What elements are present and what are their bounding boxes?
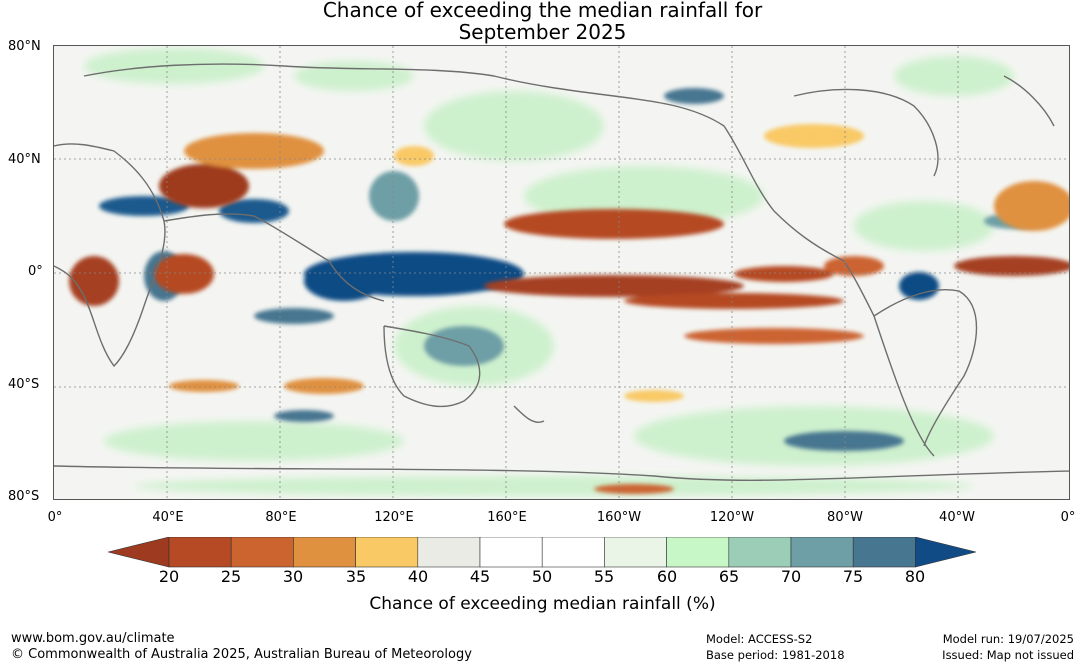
legend-tick-40: 40 xyxy=(407,567,429,586)
lon-label-40e: 40°E xyxy=(152,510,184,525)
footer-base-period: Base period: 1981-2018 xyxy=(706,648,845,662)
lat-label-80n: 80°N xyxy=(8,39,41,54)
lat-label-40n: 40°N xyxy=(8,152,41,167)
legend-swatch-55-60 xyxy=(604,537,667,568)
lon-label-80w: 80°W xyxy=(827,510,863,525)
legend-swatch-30-35 xyxy=(293,537,356,568)
legend-tick-70: 70 xyxy=(780,567,802,586)
footer-copyright: © Commonwealth of Australia 2025, Austra… xyxy=(11,647,472,662)
lon-label-80e: 80°E xyxy=(265,510,297,525)
legend-swatch-65-70 xyxy=(728,537,792,568)
legend-swatch-40-45 xyxy=(417,537,481,568)
lon-label-0: 0° xyxy=(47,510,63,525)
rainfall-probability-map xyxy=(53,45,1070,500)
legend-swatch-60-65 xyxy=(666,537,730,568)
footer-issued: Issued: Map not issued xyxy=(942,648,1074,662)
lon-label-120e: 120°E xyxy=(374,510,414,525)
lat-label-equator: 0° xyxy=(28,264,43,279)
graticule xyxy=(54,46,1069,499)
lon-label-40w: 40°W xyxy=(939,510,975,525)
legend-swatch-50-55 xyxy=(541,537,605,568)
footer-model-run: Model run: 19/07/2025 xyxy=(942,632,1074,646)
lon-label-160w: 160°W xyxy=(596,510,642,525)
legend-tick-75: 75 xyxy=(842,567,864,586)
lon-label-160e: 160°E xyxy=(487,510,527,525)
legend-tick-25: 25 xyxy=(220,567,242,586)
map-title-line2: September 2025 xyxy=(458,20,627,44)
lon-label-0-right: 0° xyxy=(1060,510,1076,525)
legend-colorbar xyxy=(108,537,977,568)
legend-tick-50: 50 xyxy=(531,567,553,586)
legend-swatch-below-20 xyxy=(108,537,170,568)
legend-swatch-35-40 xyxy=(355,537,419,568)
legend-tick-65: 65 xyxy=(718,567,740,586)
legend-tick-80: 80 xyxy=(904,567,926,586)
legend-swatch-75-80 xyxy=(852,537,916,568)
lat-label-80s: 80°S xyxy=(8,489,40,504)
lat-label-40s: 40°S xyxy=(8,377,40,392)
legend-tick-55: 55 xyxy=(593,567,615,586)
footer-model: Model: ACCESS-S2 xyxy=(706,632,813,646)
map-title-line1: Chance of exceeding the median rainfall … xyxy=(322,0,763,22)
legend-tick-30: 30 xyxy=(282,567,304,586)
legend-swatch-above-80 xyxy=(915,537,977,568)
legend-title: Chance of exceeding median rainfall (%) xyxy=(369,594,716,614)
coastlines xyxy=(54,63,1069,481)
legend-tick-45: 45 xyxy=(469,567,491,586)
wet-tendency-light-areas xyxy=(84,48,1014,496)
map-canvas xyxy=(54,46,1069,499)
legend-tick-60: 60 xyxy=(656,567,678,586)
lon-label-120w: 120°W xyxy=(709,510,755,525)
legend-swatch-20-25 xyxy=(168,537,232,568)
dry-tendency-areas xyxy=(69,124,1069,494)
legend-swatch-70-75 xyxy=(790,537,854,568)
wet-tendency-areas xyxy=(99,88,1044,451)
footer-website-link[interactable]: www.bom.gov.au/climate xyxy=(11,631,175,646)
legend-tick-35: 35 xyxy=(345,567,367,586)
legend-swatch-25-30 xyxy=(230,537,294,568)
legend-swatch-45-50 xyxy=(479,537,543,568)
legend-tick-20: 20 xyxy=(158,567,180,586)
